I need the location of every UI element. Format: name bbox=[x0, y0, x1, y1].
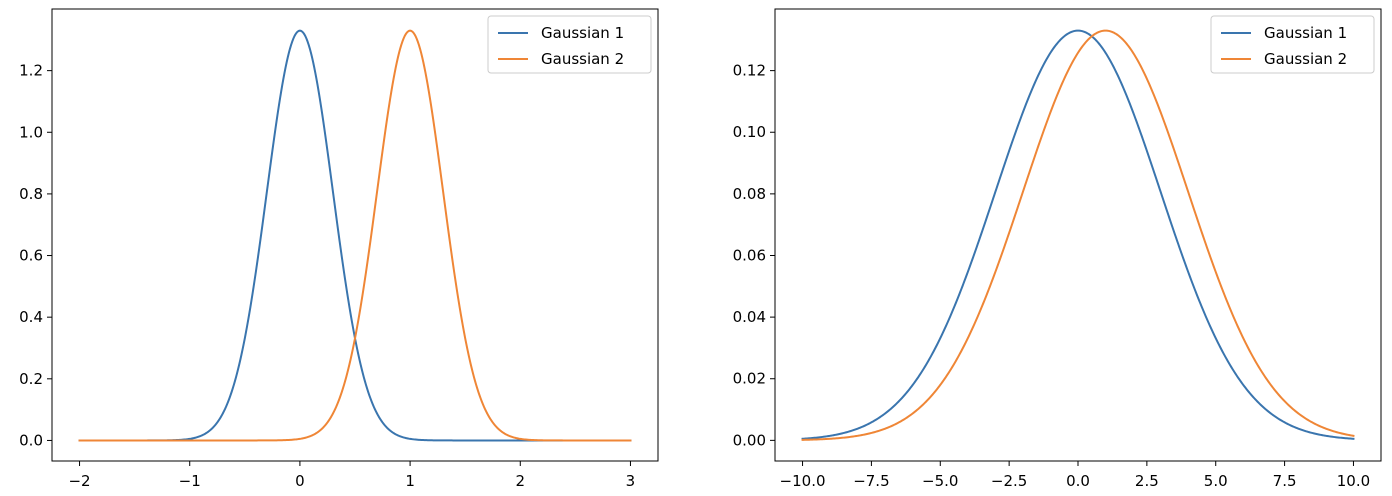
y-tick-label: 0.0 bbox=[19, 431, 43, 449]
legend-label: Gaussian 1 bbox=[1264, 24, 1347, 42]
x-tick-label: 1 bbox=[405, 472, 415, 490]
y-tick-label: 0.12 bbox=[733, 62, 766, 80]
y-tick-label: 0.2 bbox=[19, 370, 43, 388]
legend-box bbox=[487, 15, 652, 74]
x-tick-label: −7.5 bbox=[853, 472, 889, 490]
x-tick-label: 0 bbox=[295, 472, 305, 490]
legend-box bbox=[1210, 15, 1375, 74]
x-tick-label: 2.5 bbox=[1135, 472, 1159, 490]
x-tick-label: 2 bbox=[515, 472, 525, 490]
series-line-2 bbox=[78, 29, 632, 442]
y-tick-label: 0.08 bbox=[733, 185, 766, 203]
y-tick-label: 0.8 bbox=[19, 185, 43, 203]
legend-label: Gaussian 1 bbox=[541, 24, 624, 42]
x-tick-label: −10.0 bbox=[780, 472, 826, 490]
plot-area bbox=[801, 29, 1355, 441]
legend: Gaussian 1 Gaussian 2 bbox=[487, 15, 652, 74]
x-tick-label: −2 bbox=[68, 472, 90, 490]
y-tick-label: 0.4 bbox=[19, 308, 43, 326]
y-tick-label: 0.00 bbox=[733, 431, 766, 449]
x-tick-label: 3 bbox=[626, 472, 636, 490]
series-line-2 bbox=[801, 29, 1355, 441]
y-tick-label: 0.04 bbox=[733, 308, 766, 326]
y-tick-label: 0.06 bbox=[733, 246, 766, 264]
series-line-1 bbox=[78, 29, 632, 442]
y-tick-label: 1.0 bbox=[19, 123, 43, 141]
x-tick-label: 7.5 bbox=[1273, 472, 1297, 490]
x-tick-label: 10.0 bbox=[1337, 472, 1370, 490]
chart-2: −10.0 −7.5 −5.0 −2.5 0.0 2.5 5.0 7.5 10.0 0.00 0.0… bbox=[733, 8, 1382, 490]
legend-label: Gaussian 2 bbox=[541, 50, 624, 68]
y-tick-label: 1.2 bbox=[19, 62, 43, 80]
y-tick-label: 0.6 bbox=[19, 247, 43, 265]
x-tick-label: −1 bbox=[179, 472, 201, 490]
x-tick-label: −5.0 bbox=[922, 472, 958, 490]
legend-label: Gaussian 2 bbox=[1264, 50, 1347, 68]
y-tick-label: 0.10 bbox=[733, 123, 766, 141]
x-tick-label: 5.0 bbox=[1204, 472, 1228, 490]
axes-frame bbox=[51, 8, 659, 462]
axes-frame bbox=[774, 8, 1382, 462]
plot-area bbox=[78, 29, 632, 442]
x-tick-label: −2.5 bbox=[991, 472, 1027, 490]
series-line-1 bbox=[801, 29, 1355, 440]
legend: Gaussian 1 Gaussian 2 bbox=[1210, 15, 1375, 74]
y-tick-label: 0.02 bbox=[733, 370, 766, 388]
x-tick-label: 0.0 bbox=[1066, 472, 1090, 490]
